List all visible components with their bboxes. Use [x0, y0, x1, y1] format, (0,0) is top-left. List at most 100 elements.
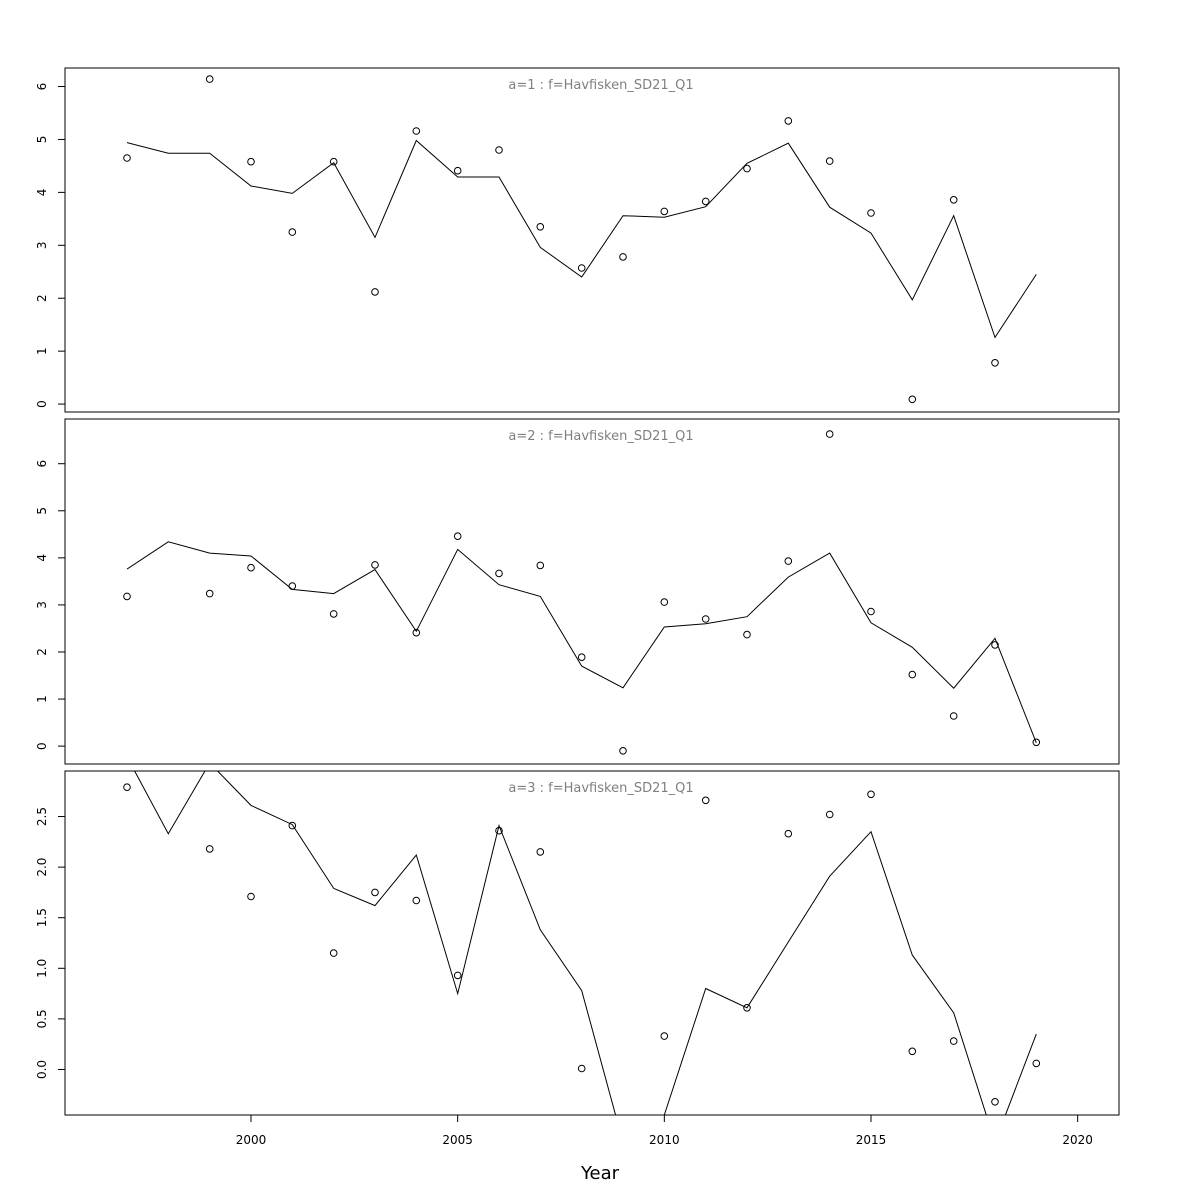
- data-point: [205, 589, 214, 598]
- data-point: [784, 829, 793, 838]
- data-point: [949, 196, 958, 204]
- x-tick-label: 2010: [649, 1133, 680, 1147]
- data-point: [784, 557, 793, 565]
- panel-frame: [64, 67, 1120, 413]
- data-point: [247, 157, 255, 166]
- y-tick-label: 1: [35, 347, 49, 355]
- data-point: [412, 628, 421, 637]
- data-point: [991, 1098, 999, 1106]
- data-point: [247, 563, 255, 572]
- y-tick-label: 3: [35, 601, 49, 609]
- panel-title: a=1 : f=Havfisken_SD21_Q1: [508, 78, 693, 93]
- fitted-line: [126, 541, 1037, 743]
- panel-2: 0 1 2 3 4 5 6 a=2 : f=Havfisken_SD21_Q1: [35, 418, 1120, 765]
- data-point: [371, 288, 379, 296]
- y-tick-label: 4: [35, 189, 49, 197]
- data-point: [123, 783, 131, 792]
- data-point: [329, 610, 338, 618]
- y-tick-label: 2.5: [35, 807, 49, 826]
- data-point: [908, 1047, 917, 1056]
- data-point: [949, 1037, 958, 1045]
- panel-title: a=3 : f=Havfisken_SD21_Q1: [508, 781, 693, 796]
- fitted-line: [134, 771, 1037, 1115]
- data-point: [949, 712, 958, 720]
- data-point: [412, 127, 421, 135]
- y-tick-label: 0: [35, 742, 49, 750]
- plot-area: [123, 771, 1041, 1115]
- data-point: [825, 157, 834, 165]
- data-point: [123, 592, 131, 601]
- y-tick-label: 2.0: [35, 858, 49, 877]
- x-tick-label: 2020: [1062, 1133, 1093, 1147]
- y-tick-label: 2: [35, 294, 49, 302]
- y-tick-label: 1.5: [35, 908, 49, 927]
- panel-frame: [64, 418, 1120, 765]
- data-point: [495, 569, 503, 578]
- data-point: [825, 810, 834, 819]
- data-point: [495, 146, 503, 154]
- panel-frame: [64, 770, 1120, 1116]
- data-point: [453, 971, 462, 980]
- data-point: [247, 892, 255, 901]
- data-point: [743, 1004, 751, 1012]
- y-tick-label: 0.5: [35, 1009, 49, 1028]
- y-tick-label: 2: [35, 648, 49, 656]
- x-tick-label: 2005: [442, 1133, 473, 1147]
- data-point: [205, 845, 214, 853]
- y-tick-label: 4: [35, 554, 49, 562]
- data-point: [660, 598, 669, 606]
- data-point: [329, 949, 338, 957]
- data-point: [495, 826, 503, 835]
- x-tick-label: 2000: [236, 1133, 267, 1147]
- y-tick-label: 5: [35, 136, 49, 144]
- data-point: [1032, 1059, 1041, 1068]
- data-point: [701, 796, 710, 805]
- y-tick-label: 5: [35, 507, 49, 515]
- data-point: [743, 164, 751, 173]
- data-point: [867, 209, 875, 217]
- y-tick-label: 0: [35, 400, 49, 408]
- data-point: [412, 896, 421, 905]
- data-point: [701, 615, 710, 623]
- x-tick-label: 2015: [856, 1133, 887, 1147]
- data-point: [288, 821, 297, 830]
- y-tick-label: 1.0: [35, 959, 49, 978]
- data-point: [825, 430, 834, 438]
- data-point: [536, 223, 545, 231]
- data-point: [577, 653, 586, 662]
- y-tick-label: 6: [35, 83, 49, 91]
- data-point: [577, 1064, 586, 1073]
- y-tick-label: 3: [35, 241, 49, 249]
- data-point: [660, 1032, 669, 1040]
- data-point: [701, 197, 710, 206]
- panel-1: 0 1 2 3 4 5 6 a=1 : f=Havfisken_SD21_Q1: [35, 67, 1120, 413]
- data-point: [536, 561, 545, 570]
- data-point: [867, 790, 875, 799]
- data-point: [743, 630, 751, 639]
- data-point: [536, 848, 545, 856]
- data-point: [867, 607, 875, 616]
- panel-3: 0.0 0.5 1.0 1.5 2.0 2.5 a=3 : f=Havfisken_SD21…: [35, 770, 1120, 1116]
- data-point: [453, 166, 462, 175]
- data-point: [908, 395, 917, 404]
- data-point: [619, 253, 627, 261]
- data-point: [288, 228, 297, 236]
- data-point: [1032, 738, 1041, 747]
- data-point: [991, 359, 999, 367]
- data-point: [577, 264, 586, 272]
- data-point: [453, 532, 462, 541]
- data-point: [908, 670, 917, 679]
- data-point: [288, 582, 297, 590]
- x-axis: 2000 2005 2010 2015 2020: [236, 1114, 1093, 1147]
- plot-area: [123, 430, 1041, 755]
- data-point: [329, 157, 338, 166]
- fitted-line: [126, 139, 1037, 339]
- panel-title: a=2 : f=Havfisken_SD21_Q1: [508, 429, 693, 444]
- y-tick-label: 1: [35, 695, 49, 703]
- x-axis-label: Year: [580, 1163, 620, 1184]
- data-point: [371, 561, 379, 569]
- data-point: [205, 75, 214, 83]
- data-point: [660, 207, 669, 216]
- y-tick-label: 6: [35, 460, 49, 468]
